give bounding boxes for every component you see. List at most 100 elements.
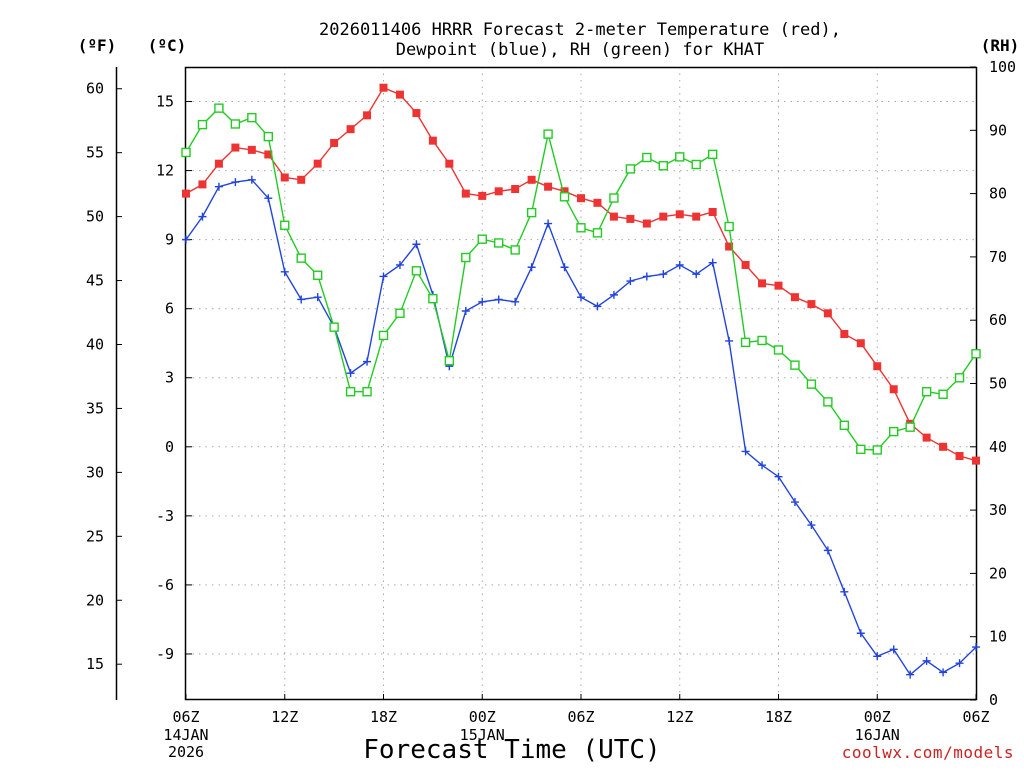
dewpoint-point	[313, 293, 322, 302]
dewpoint-point	[609, 290, 618, 299]
dewpoint-point	[363, 357, 372, 366]
dewpoint-point	[478, 297, 487, 306]
fahrenheit-axis: 60 55 50 45 40 35 30 25 20 15	[86, 80, 122, 673]
dewpoint-point	[297, 295, 306, 304]
rh-point	[954, 373, 965, 383]
rh-point	[757, 335, 767, 346]
rh-point	[296, 253, 306, 263]
temperature-point	[609, 212, 618, 221]
temperature-point	[708, 208, 717, 217]
dewpoint-point	[214, 182, 223, 191]
celsius-axis: 15 12 9 6 3 0 -3 -6 -9	[156, 93, 192, 663]
time-date-label: 16JAN	[855, 726, 900, 744]
rh-point	[494, 238, 504, 248]
dewpoint-point	[198, 212, 207, 221]
temperature-point	[379, 83, 388, 92]
temperature-point	[428, 136, 437, 145]
rh-point	[856, 444, 866, 455]
celsius-tick-label: 0	[165, 438, 174, 456]
rh-point	[461, 252, 471, 263]
celsius-tick-label: 9	[165, 231, 174, 249]
celsius-tick-label: -3	[156, 507, 174, 525]
rh-point	[543, 129, 553, 139]
dewpoint-point	[182, 235, 190, 244]
rh-point	[790, 360, 800, 370]
rh-tick-label: 100	[989, 58, 1016, 76]
dewpoint-point	[840, 587, 849, 596]
rh-point	[197, 119, 208, 130]
rh-point	[329, 322, 339, 332]
dewpoint-point	[889, 645, 898, 654]
rh-point	[675, 152, 685, 162]
fahrenheit-tick-label: 40	[86, 335, 104, 353]
x-axis-title: Forecast Time (UTC)	[363, 735, 660, 765]
celsius-tick-label: -6	[156, 576, 174, 594]
celsius-tick-label: 12	[156, 162, 174, 180]
temperature-point	[922, 433, 931, 442]
temperature-point	[182, 189, 190, 198]
fahrenheit-unit-label: (ºF)	[78, 36, 117, 55]
chart-title-line-1: 2026011406 HRRR Forecast 2-meter Tempera…	[319, 20, 841, 40]
temperature-point	[577, 194, 585, 203]
rh-point	[230, 119, 241, 129]
temperature-point	[198, 180, 207, 189]
rh-point	[658, 161, 668, 171]
time-date-label: 14JAN	[163, 726, 208, 744]
rh-point	[576, 223, 586, 233]
rh-point	[510, 245, 520, 255]
rh-series	[181, 103, 981, 455]
temperature-point	[412, 109, 421, 118]
dewpoint-point	[823, 546, 832, 555]
dewpoint-point	[231, 178, 240, 187]
rh-point	[938, 389, 948, 399]
grid-lines	[186, 67, 976, 700]
rh-point	[625, 164, 636, 174]
rh-point	[312, 270, 323, 280]
rh-point	[609, 193, 619, 203]
rh-point	[642, 152, 652, 163]
fahrenheit-tick-label: 30	[86, 463, 104, 481]
temperature-point	[247, 145, 256, 154]
rh-point	[362, 387, 372, 397]
time-tick-label: 00Z	[469, 708, 496, 726]
rh-tick-label: 10	[989, 628, 1007, 646]
dewpoint-point	[922, 656, 931, 665]
dewpoint-point	[725, 336, 734, 345]
rh-tick-label: 30	[989, 501, 1007, 519]
temperature-line	[185, 86, 977, 462]
temperature-point	[692, 212, 701, 221]
rh-point	[345, 387, 356, 397]
rh-point	[378, 330, 389, 341]
time-tick-label: 18Z	[765, 708, 792, 726]
time-year-label: 2026	[168, 743, 204, 761]
rh-tick-label: 80	[989, 185, 1007, 203]
temperature-point	[494, 187, 503, 196]
temperature-point	[445, 159, 454, 168]
temperature-point	[840, 330, 849, 339]
temperature-point	[626, 214, 635, 223]
dewpoint-point	[511, 297, 520, 306]
dewpoint-point	[790, 498, 799, 507]
celsius-tick-label: 15	[156, 93, 174, 111]
rh-point	[806, 379, 817, 389]
dewpoint-point	[955, 659, 964, 668]
dewpoint-point	[593, 302, 602, 311]
time-tick-label: 06Z	[567, 708, 594, 726]
temperature-point	[758, 279, 767, 288]
rh-unit-label: (RH)	[981, 36, 1020, 55]
rh-point	[823, 397, 833, 407]
temperature-point	[642, 219, 651, 228]
rh-point	[428, 293, 438, 304]
temperature-point	[214, 159, 223, 168]
temperature-point	[823, 309, 832, 318]
dewpoint-point	[642, 272, 651, 281]
dewpoint-point	[494, 295, 503, 304]
celsius-tick-label: -9	[156, 645, 174, 663]
fahrenheit-tick-label: 60	[86, 80, 104, 98]
dewpoint-point	[939, 668, 948, 677]
dewpoint-point	[873, 652, 882, 661]
time-tick-label: 06Z	[172, 708, 199, 726]
fahrenheit-tick-label: 25	[86, 527, 104, 545]
temperature-series	[182, 83, 980, 465]
dewpoint-point	[264, 194, 273, 203]
